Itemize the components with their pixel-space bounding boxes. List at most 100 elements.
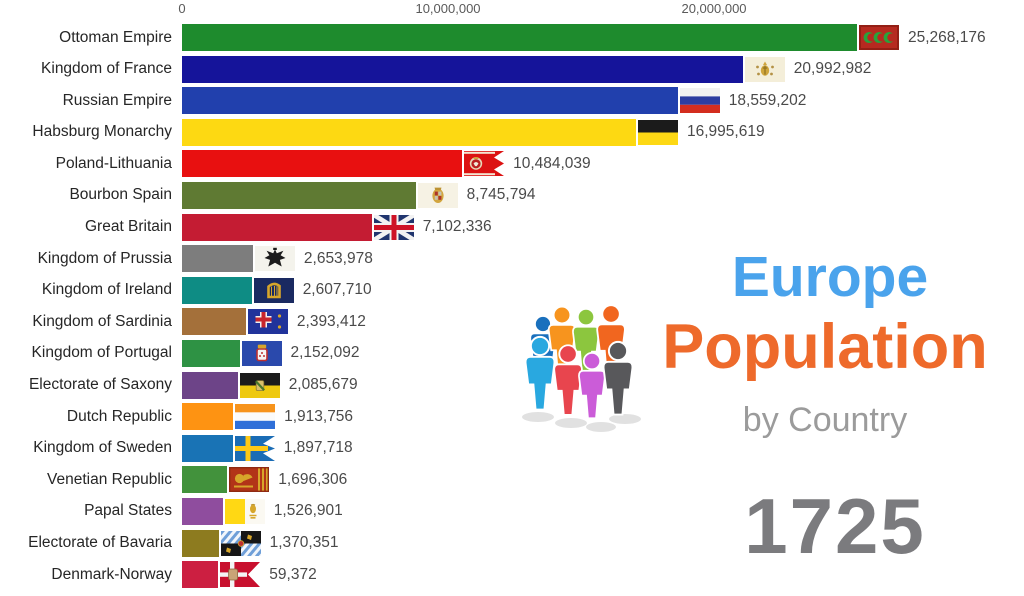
bar [182, 466, 228, 494]
chart-row: Kingdom of Sardinia 2,393,412 [0, 308, 1024, 336]
country-label: Kingdom of Sweden [33, 439, 172, 457]
bar [182, 55, 743, 83]
x-axis-tick-20m: 20,000,000 [681, 1, 747, 16]
people-group-icon [522, 304, 641, 432]
chart-row: Papal States 1,526,901 [0, 497, 1024, 525]
title-line-by-country: by Country [742, 401, 908, 439]
year-label: 1725 [744, 482, 926, 570]
chart-row: Dutch Republic 1,913,756 [0, 403, 1024, 431]
bar [182, 150, 463, 178]
bar [182, 339, 240, 367]
flag-kingdom-of-sweden-icon [234, 435, 275, 461]
flag-kingdom-of-prussia-icon [254, 246, 295, 272]
chart-row: Russian Empire 18,559,202 [0, 87, 1024, 115]
value-label: 2,653,978 [303, 249, 373, 267]
value-label: 20,992,982 [793, 60, 872, 78]
flag-denmark-norway-icon [220, 562, 261, 588]
value-label: 2,393,412 [296, 312, 366, 330]
chart-row: Bourbon Spain 8,745,794 [0, 181, 1024, 209]
value-label: 2,607,710 [302, 281, 372, 299]
country-label: Kingdom of France [41, 60, 172, 78]
country-label: Kingdom of Sardinia [32, 312, 172, 330]
flag-kingdom-of-portugal-icon [241, 340, 282, 366]
value-label: 2,085,679 [288, 376, 358, 394]
country-label: Kingdom of Portugal [31, 344, 172, 362]
flag-kingdom-of-sardinia-icon [247, 309, 288, 335]
flag-bourbon-spain-icon [417, 182, 458, 208]
flag-electorate-of-bavaria-icon [220, 530, 261, 556]
value-label: 1,696,306 [278, 470, 348, 488]
x-axis-tick-0: 0 [178, 1, 186, 16]
bar [182, 181, 416, 209]
value-label: 2,152,092 [290, 344, 360, 362]
flag-kingdom-of-france-icon [744, 56, 785, 82]
country-label: Electorate of Bavaria [28, 534, 172, 551]
country-label: Bourbon Spain [69, 186, 172, 204]
country-label: Dutch Republic [66, 407, 172, 425]
value-label: 16,995,619 [687, 123, 765, 141]
flag-kingdom-of-ireland-icon [253, 277, 294, 303]
country-label: Kingdom of Ireland [41, 281, 172, 299]
bar-rows: Ottoman Empire 25,268,176 Kingdom of Fra… [0, 24, 1024, 589]
flag-great-britain-icon [373, 214, 414, 240]
bar [182, 308, 246, 336]
chart-row: Electorate of Bavaria 1,370,351 [0, 529, 1024, 557]
bar [182, 24, 857, 51]
flag-papal-states-icon [224, 498, 265, 524]
chart-row: Kingdom of Prussia 2,653,978 [0, 245, 1024, 273]
bar [182, 497, 223, 525]
bar [182, 561, 219, 589]
flag-venetian-republic-icon [229, 467, 270, 493]
bar [182, 245, 253, 273]
bar [182, 371, 238, 399]
chart-row: Kingdom of Ireland 2,607,710 [0, 276, 1024, 304]
chart-row: Ottoman Empire 25,268,176 [0, 24, 1024, 51]
chart-row: Great Britain 7,102,336 [0, 213, 1024, 241]
country-label: Great Britain [84, 218, 172, 236]
chart-row: Kingdom of France 20,992,982 [0, 55, 1024, 83]
chart-row: Habsburg Monarchy 16,995,619 [0, 118, 1024, 146]
chart-row: Electorate of Saxony 2,085,679 [0, 371, 1024, 399]
title-line-europe: Europe [731, 245, 929, 309]
flag-dutch-republic-icon [235, 404, 276, 430]
bar [182, 213, 372, 241]
value-label: 25,268,176 [908, 28, 986, 46]
bar [182, 434, 233, 462]
flag-ottoman-empire-icon [859, 25, 899, 50]
chart-row: Venetian Republic 1,696,306 [0, 466, 1024, 494]
bar [182, 529, 219, 557]
country-label: Ottoman Empire [59, 28, 172, 46]
bar [182, 403, 234, 431]
value-label: 8,745,794 [466, 186, 536, 204]
flag-electorate-of-saxony-icon [239, 372, 280, 398]
country-label: Russian Empire [62, 91, 172, 109]
value-label: 7,102,336 [422, 218, 492, 236]
value-label: 1,370,351 [269, 534, 339, 551]
value-label: 1,897,718 [283, 439, 353, 457]
value-label: 59,372 [269, 565, 317, 583]
country-label: Denmark-Norway [51, 565, 172, 583]
country-label: Habsburg Monarchy [32, 123, 172, 141]
value-label: 1,526,901 [273, 502, 343, 520]
chart-row: Poland-Lithuania 10,484,039 [0, 150, 1024, 178]
title-line-population: Population [662, 312, 988, 382]
x-axis-tick-10m: 10,000,000 [415, 1, 481, 16]
country-label: Kingdom of Prussia [37, 249, 172, 267]
chart-row: Kingdom of Sweden 1,897,718 [0, 434, 1024, 462]
chart-row: Denmark-Norway 59,372 [0, 561, 1024, 589]
flag-poland-lithuania-icon [464, 151, 505, 177]
value-label: 1,913,756 [284, 407, 354, 425]
country-label: Venetian Republic [47, 470, 172, 488]
bar [182, 87, 678, 115]
chart-row: Kingdom of Portugal 2,152,092 [0, 339, 1024, 367]
bar [182, 118, 636, 146]
flag-habsburg-monarchy-icon [638, 119, 678, 145]
country-label: Papal States [84, 502, 172, 520]
country-label: Electorate of Saxony [28, 376, 172, 394]
flag-russian-empire-icon [679, 88, 720, 114]
value-label: 10,484,039 [513, 154, 591, 172]
value-label: 18,559,202 [728, 91, 807, 109]
country-label: Poland-Lithuania [55, 154, 172, 172]
bar [182, 276, 252, 304]
